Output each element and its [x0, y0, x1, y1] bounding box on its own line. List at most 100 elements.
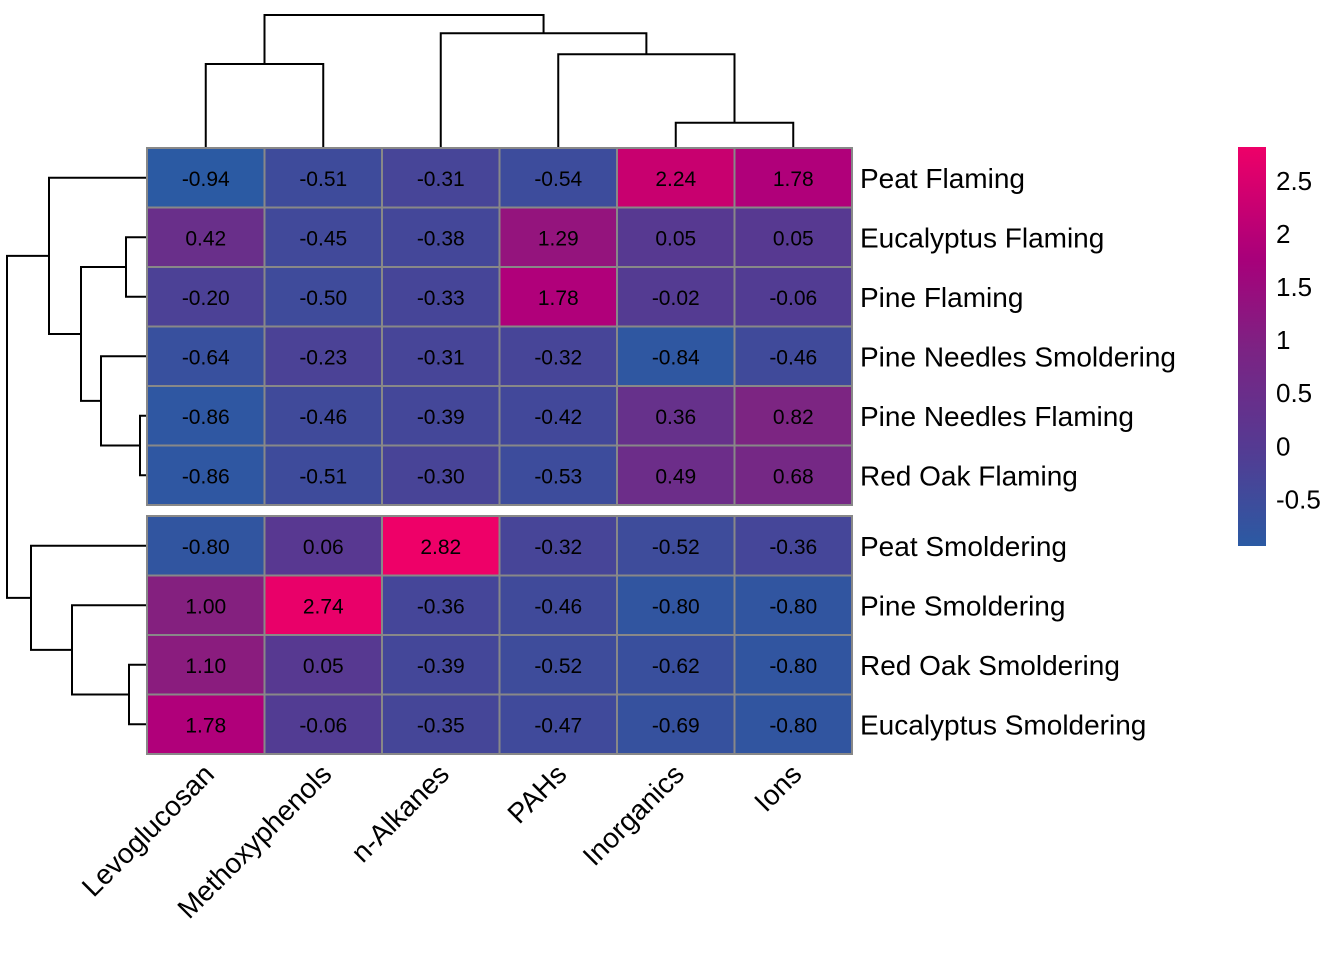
heatmap-cell: [381, 444, 501, 506]
cell-value-label: 0.42: [185, 227, 226, 250]
cell-value-label: -0.38: [417, 227, 465, 250]
cell-value-label: 1.78: [538, 287, 579, 310]
heatmap-cell: [733, 385, 853, 447]
cell-value-label: -0.45: [299, 227, 347, 250]
heatmap-cell: [733, 147, 853, 209]
heatmap-cell: [616, 515, 736, 577]
legend-tick-label: 1.5: [1276, 272, 1312, 302]
column-label: n-Alkanes: [345, 758, 455, 868]
heatmap-cell: [263, 385, 383, 447]
row-label: Pine Needles Flaming: [860, 401, 1134, 432]
heatmap-cell: [616, 444, 736, 506]
cell-value-label: -0.52: [534, 655, 582, 678]
cell-value-label: 0.05: [303, 655, 344, 678]
heatmap-cell: [146, 693, 266, 755]
cell-value-label: -0.62: [652, 655, 700, 678]
heatmap-cell: [733, 693, 853, 755]
legend-tick-label: 0: [1276, 431, 1290, 461]
cell-value-label: -0.39: [417, 406, 465, 429]
row-labels: Peat Flaming Eucalyptus Flaming Pine Flami…: [860, 163, 1176, 741]
heatmap-cell: [146, 444, 266, 506]
cell-value-label: -0.02: [652, 287, 700, 310]
cell-value-label: -0.06: [299, 714, 347, 737]
heatmap-cell: [616, 634, 736, 696]
cell-value-label: -0.31: [417, 168, 465, 191]
cell-value-label: -0.32: [534, 346, 582, 369]
dendrogram-branch: [128, 663, 147, 726]
dendrogram-branch: [48, 176, 147, 335]
row-label: Peat Flaming: [860, 163, 1025, 194]
cell-value-label: 0.82: [773, 406, 814, 429]
heatmap-cell: [498, 693, 618, 755]
row-label: Eucalyptus Flaming: [860, 222, 1104, 253]
dendrogram-branch: [204, 63, 325, 148]
cell-value-label: -0.30: [417, 465, 465, 488]
cell-value-label: 0.05: [655, 227, 696, 250]
cell-value-label: -0.46: [299, 406, 347, 429]
heatmap-cell: [733, 515, 853, 577]
cell-value-label: -0.86: [182, 465, 230, 488]
cell-value-label: -0.36: [769, 536, 817, 559]
heatmap-cells: -0.94 -0.51 -0.31 -0.54 2.24 1.78 0.42 -0.45 -0.…: [146, 147, 853, 755]
cell-value-label: 2.82: [420, 536, 461, 559]
heatmap-cell: [498, 147, 618, 209]
column-label: Inorganics: [577, 758, 690, 871]
heatmap-cell: [381, 634, 501, 696]
cell-value-label: -0.51: [299, 465, 347, 488]
cell-value-label: -0.39: [417, 655, 465, 678]
cell-value-label: -0.80: [769, 595, 817, 618]
row-label: Red Oak Smoldering: [860, 650, 1120, 681]
cell-value-label: -0.94: [182, 168, 230, 191]
heatmap-cell: [616, 693, 736, 755]
cell-value-label: 2.24: [655, 168, 696, 191]
legend-tick-label: 1: [1276, 325, 1290, 355]
heatmap-cell: [733, 206, 853, 268]
legend-colorbar: [1238, 147, 1266, 546]
cell-value-label: -0.80: [652, 595, 700, 618]
row-label: Pine Needles Smoldering: [860, 341, 1176, 372]
heatmap-cell: [733, 325, 853, 387]
cell-value-label: -0.80: [182, 536, 230, 559]
heatmap-cell: [498, 574, 618, 636]
cell-value-label: 1.10: [185, 655, 226, 678]
row-dendrogram: [6, 176, 147, 726]
cell-value-label: 1.00: [185, 595, 226, 618]
heatmap-cell: [381, 266, 501, 328]
cell-value-label: -0.54: [534, 168, 582, 191]
cell-value-label: -0.84: [652, 346, 700, 369]
cell-value-label: 0.68: [773, 465, 814, 488]
cell-value-label: 1.78: [773, 168, 814, 191]
cell-value-label: -0.64: [182, 346, 230, 369]
dendrogram-branch: [6, 254, 49, 599]
heatmap-cell: [263, 147, 383, 209]
color-legend: 2.5 2 1.5 1 0.5 0 -0.5: [1238, 147, 1321, 546]
dendrogram-branch: [80, 266, 126, 402]
dendrogram-branch: [71, 604, 147, 696]
heatmap-cell: [263, 574, 383, 636]
cell-value-label: -0.46: [534, 595, 582, 618]
dendrogram-branch: [263, 14, 545, 64]
heatmap-cell: [263, 634, 383, 696]
heatmap-cell: [733, 634, 853, 696]
heatmap-cell: [733, 266, 853, 328]
heatmap-cell: [616, 325, 736, 387]
heatmap-cell: [263, 693, 383, 755]
column-label: PAHs: [501, 758, 572, 829]
dendrogram-branch: [139, 414, 147, 477]
cell-value-label: 1.29: [538, 227, 579, 250]
dendrogram-branch: [439, 32, 648, 148]
heatmap-cell: [616, 206, 736, 268]
heatmap-cell: [263, 266, 383, 328]
row-label: Pine Smoldering: [860, 590, 1065, 621]
cell-value-label: -0.35: [417, 714, 465, 737]
cell-value-label: -0.46: [769, 346, 817, 369]
cell-value-label: -0.69: [652, 714, 700, 737]
cell-value-label: -0.42: [534, 406, 582, 429]
cell-value-label: -0.31: [417, 346, 465, 369]
cell-value-label: -0.33: [417, 287, 465, 310]
cell-value-label: -0.32: [534, 536, 582, 559]
cell-value-label: -0.53: [534, 465, 582, 488]
heatmap-cell: [263, 325, 383, 387]
heatmap-cell: [733, 444, 853, 506]
